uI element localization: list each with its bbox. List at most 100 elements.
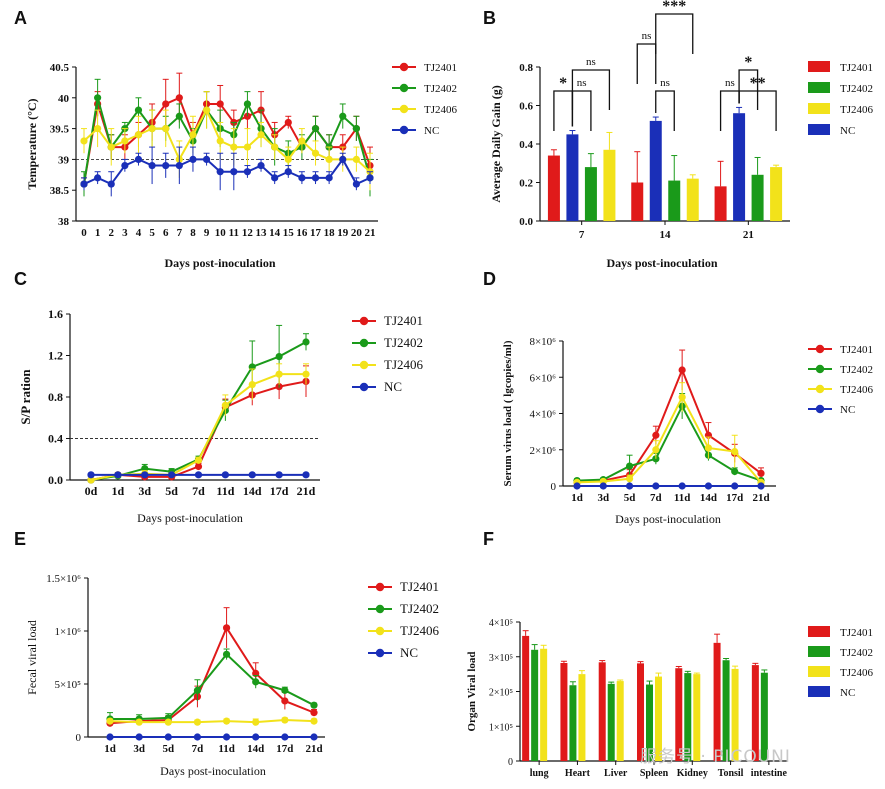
E-legend-marker-TJ2406 xyxy=(375,626,385,636)
C-legend-marker-TJ2402 xyxy=(359,338,369,348)
D-point-TJ2406 xyxy=(731,447,739,456)
D-xtick-label: 3d xyxy=(597,492,609,504)
A-legend-label-TJ2406: TJ2406 xyxy=(424,104,458,116)
E-point-TJ2406 xyxy=(310,717,318,725)
B-xtick-label: 7 xyxy=(579,229,585,241)
A-point-TJ2402 xyxy=(175,112,183,120)
C-point-NC xyxy=(221,471,229,479)
E-point-NC xyxy=(193,733,202,741)
D-ytick-label: 4×10⁶ xyxy=(529,409,556,421)
E-xlabel: Days post-inoculation xyxy=(160,764,266,778)
E-ytick-label: 5×10⁵ xyxy=(54,679,81,691)
watermark-text: 服务号 · PICOUNI xyxy=(640,747,791,767)
A-legend-marker-TJ2406 xyxy=(399,104,409,114)
C-legend-marker-NC xyxy=(359,382,369,392)
A-ytick-label: 40 xyxy=(58,93,70,105)
F-ytick-label: 0 xyxy=(508,757,513,768)
C-point-TJ2406 xyxy=(248,380,256,389)
E-legend-label-TJ2402: TJ2402 xyxy=(400,601,439,616)
E-line-TJ2401 xyxy=(109,625,315,725)
A-ytick-label: 38.5 xyxy=(50,185,70,197)
A-point-TJ2406 xyxy=(148,125,156,133)
B-sig-label: ns xyxy=(577,77,587,89)
C-series-NC xyxy=(87,471,310,479)
D-xlabel: Days post-inoculation xyxy=(615,512,721,526)
F-bar-TJ2402 xyxy=(722,660,730,761)
A-point-NC xyxy=(121,161,129,170)
B-ytick-label: 0.0 xyxy=(519,216,533,228)
B-legend-swatch-TJ2401 xyxy=(808,61,830,72)
E-point-NC xyxy=(135,733,143,741)
A-point-NC xyxy=(134,155,143,163)
E-line-TJ2402 xyxy=(110,652,315,720)
B-legend-swatch-NC xyxy=(808,124,830,135)
F-ytick-label: 1×10⁵ xyxy=(489,722,513,733)
A-ytick-label: 38 xyxy=(58,216,70,228)
B-bar-TJ2402 xyxy=(668,180,681,221)
C-legend-label-NC: NC xyxy=(384,379,402,394)
F-xtick-label: Heart xyxy=(565,768,591,779)
F-legend-swatch-NC xyxy=(808,686,830,697)
F-bar-TJ2406 xyxy=(578,674,586,761)
A-point-TJ2402 xyxy=(311,125,320,133)
A-line-TJ2406 xyxy=(83,107,371,173)
A-point-TJ2406 xyxy=(216,137,224,145)
E-panel-label: E xyxy=(14,529,26,549)
F-series-TJ2401 xyxy=(522,630,759,761)
E-ylabel: Fecal viral load xyxy=(25,620,39,695)
E-xtick-label: 14d xyxy=(247,743,264,755)
B-sig-bracket xyxy=(655,13,694,54)
E-point-TJ2402 xyxy=(281,686,289,694)
B-ytick-label: 0.6 xyxy=(519,101,533,113)
A-xtick-label: 16 xyxy=(296,227,308,239)
A-legend-marker-TJ2401 xyxy=(399,62,409,72)
B-sig-label: ns xyxy=(725,77,735,89)
F-bar-TJ2402 xyxy=(569,685,577,761)
C-xtick-label: 21d xyxy=(297,484,316,498)
B-bar-NC xyxy=(733,113,746,221)
D-legend-label-TJ2402: TJ2402 xyxy=(840,364,873,376)
B-legend-swatch-TJ2402 xyxy=(808,82,830,93)
D-legend-marker-TJ2401 xyxy=(815,344,825,354)
C-point-TJ2406 xyxy=(275,370,283,378)
E-point-TJ2406 xyxy=(193,718,202,726)
D-xtick-label: 1d xyxy=(571,492,583,504)
B-sig-bracket xyxy=(655,90,675,131)
F-xtick-label: Spleen xyxy=(640,768,669,779)
chart-F: 0 1×10⁵ 2×10⁵ 3×10⁵ 4×10⁵ Organ Viral load Flu… xyxy=(466,529,874,779)
C-xtick-label: 7d xyxy=(192,484,205,498)
F-series-TJ2406 xyxy=(540,644,739,761)
B-sig-bracket xyxy=(553,90,574,131)
F-bar-TJ2401 xyxy=(560,663,568,761)
F-bar-TJ2401 xyxy=(637,663,644,761)
D-xtick-label: 17d xyxy=(726,492,743,504)
chart-E: 0 5×10⁵ 1×10⁶ 1.5×10⁶ Fecal viral load E Days … xyxy=(14,529,440,778)
A-xlabel: Days post-inoculation xyxy=(164,256,275,270)
C-legend-marker-TJ2406 xyxy=(359,360,369,370)
A-xtick-label: 20 xyxy=(351,227,363,239)
E-series-TJ2406 xyxy=(106,716,318,726)
E-legend-label-NC: NC xyxy=(400,645,418,660)
C-series-TJ2401 xyxy=(87,365,310,484)
F-bar-TJ2406 xyxy=(731,668,739,761)
E-point-NC xyxy=(164,733,172,741)
D-legend-label-TJ2406: TJ2406 xyxy=(840,384,874,396)
A-series-NC xyxy=(80,146,374,197)
F-ytick-label: 3×10⁵ xyxy=(489,653,513,664)
A-point-TJ2406 xyxy=(243,143,252,151)
D-ytick-label: 2×10⁶ xyxy=(529,445,556,457)
A-legend-marker-NC xyxy=(399,125,409,135)
D-point-TJ2406 xyxy=(678,393,686,401)
C-point-NC xyxy=(168,471,176,479)
F-ytick-label: 2×10⁵ xyxy=(489,688,513,699)
E-line-TJ2406 xyxy=(109,719,315,724)
A-xtick-label: 11 xyxy=(229,227,239,239)
D-panel-label: D xyxy=(483,269,496,289)
D-point-TJ2402 xyxy=(625,462,634,470)
D-point-NC xyxy=(731,482,739,490)
C-xtick-label: 17d xyxy=(270,484,289,498)
A-point-TJ2401 xyxy=(216,100,224,108)
A-xtick-label: 13 xyxy=(256,227,268,239)
F-bar-TJ2402 xyxy=(684,673,692,761)
C-ytick-label: 0.8 xyxy=(48,390,63,404)
